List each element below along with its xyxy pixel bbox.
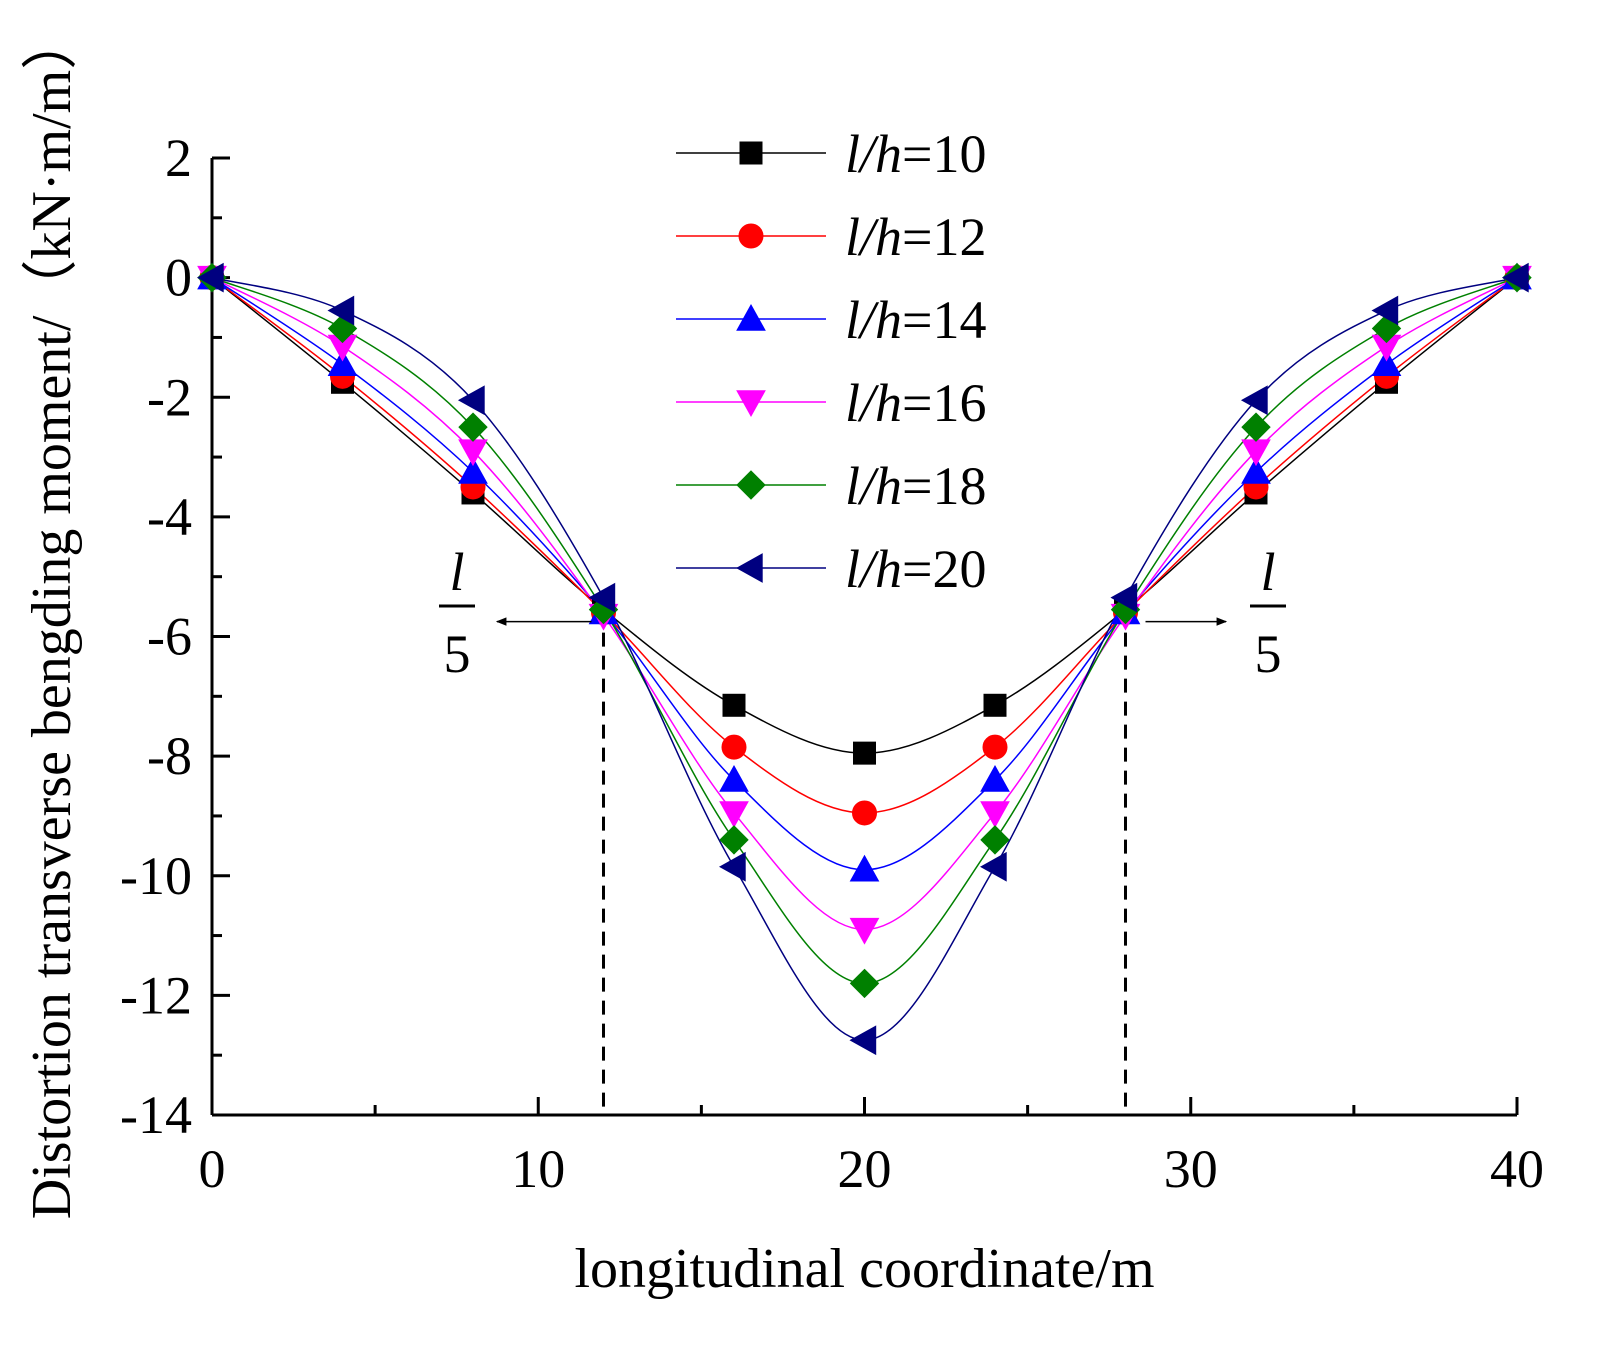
data-point-2 bbox=[849, 854, 880, 882]
data-point-2 bbox=[327, 349, 358, 377]
y-tick-label: -2 bbox=[147, 367, 192, 427]
data-point-5 bbox=[457, 385, 485, 416]
data-point-2 bbox=[1241, 456, 1271, 484]
annotation-numerator: l bbox=[449, 542, 464, 602]
data-point-5 bbox=[327, 295, 355, 326]
legend-marker bbox=[736, 303, 766, 331]
data-point-2 bbox=[458, 456, 488, 484]
legend-marker bbox=[736, 470, 766, 500]
data-point-0 bbox=[983, 693, 1007, 717]
legend-label: l/h=12 bbox=[845, 207, 986, 267]
legend-marker bbox=[735, 553, 763, 583]
data-point-0 bbox=[722, 693, 746, 717]
y-tick-label: -14 bbox=[120, 1085, 192, 1145]
annotation-denominator: 5 bbox=[444, 624, 471, 684]
y-tick-label: -10 bbox=[120, 846, 192, 906]
data-point-1 bbox=[852, 800, 877, 826]
x-axis-title: longitudinal coordinate/m bbox=[574, 1238, 1154, 1300]
annotation-denominator: 5 bbox=[1255, 624, 1282, 684]
data-point-2 bbox=[1371, 349, 1402, 377]
data-point-4 bbox=[1241, 412, 1271, 442]
data-point-5 bbox=[588, 582, 616, 613]
y-tick-label: -8 bbox=[147, 726, 192, 786]
data-point-5 bbox=[1110, 582, 1138, 613]
annotations: l 5 l 5 bbox=[439, 542, 1286, 684]
x-tick-label: 40 bbox=[1490, 1139, 1544, 1199]
reference-lines bbox=[602, 609, 1127, 1115]
data-point-4 bbox=[849, 968, 880, 999]
data-point-4 bbox=[980, 825, 1010, 855]
data-point-1 bbox=[982, 734, 1008, 760]
data-point-1 bbox=[721, 734, 747, 760]
data-point-5 bbox=[1371, 295, 1399, 326]
data-point-3 bbox=[719, 801, 749, 828]
y-tick-label: 2 bbox=[165, 128, 192, 188]
data-point-3 bbox=[980, 801, 1010, 828]
x-tick-label: 30 bbox=[1164, 1139, 1218, 1199]
series-markers bbox=[196, 262, 1532, 1056]
data-point-5 bbox=[849, 1025, 877, 1056]
data-point-5 bbox=[1501, 262, 1529, 293]
legend-marker bbox=[738, 223, 764, 249]
y-tick-label: -4 bbox=[147, 487, 192, 547]
legend-label: l/h=20 bbox=[845, 539, 986, 599]
x-tick-label: 0 bbox=[199, 1139, 226, 1199]
annotation-numerator: l bbox=[1260, 542, 1275, 602]
legend-marker bbox=[736, 390, 766, 418]
data-point-5 bbox=[718, 851, 746, 882]
data-point-5 bbox=[979, 851, 1007, 882]
axis-titles: longitudinal coordinate/m Distortion tra… bbox=[21, 14, 1155, 1300]
data-point-2 bbox=[980, 765, 1010, 792]
legend-label: l/h=18 bbox=[845, 456, 986, 516]
data-point-3 bbox=[849, 917, 880, 945]
y-tick-label: -6 bbox=[147, 607, 192, 667]
y-tick-label: -12 bbox=[120, 965, 192, 1025]
y-axis-title: Distortion transverse bengding moment/（k… bbox=[21, 14, 83, 1219]
data-point-4 bbox=[719, 825, 749, 855]
legend: l/h=10 l/h=12 l/h=14 l/h=16 l/h=18 l/h=20 bbox=[676, 124, 986, 599]
legend-label: l/h=14 bbox=[845, 290, 986, 350]
y-tick-label: 0 bbox=[165, 248, 192, 308]
legend-marker bbox=[739, 141, 763, 165]
legend-label: l/h=16 bbox=[845, 373, 986, 433]
legend-label: l/h=10 bbox=[845, 124, 986, 184]
data-point-0 bbox=[853, 741, 876, 765]
x-tick-label: 20 bbox=[838, 1139, 892, 1199]
data-point-5 bbox=[1240, 385, 1268, 416]
data-point-5 bbox=[196, 262, 224, 293]
data-point-4 bbox=[458, 412, 488, 442]
x-tick-label: 10 bbox=[511, 1139, 565, 1199]
data-point-2 bbox=[719, 765, 749, 792]
